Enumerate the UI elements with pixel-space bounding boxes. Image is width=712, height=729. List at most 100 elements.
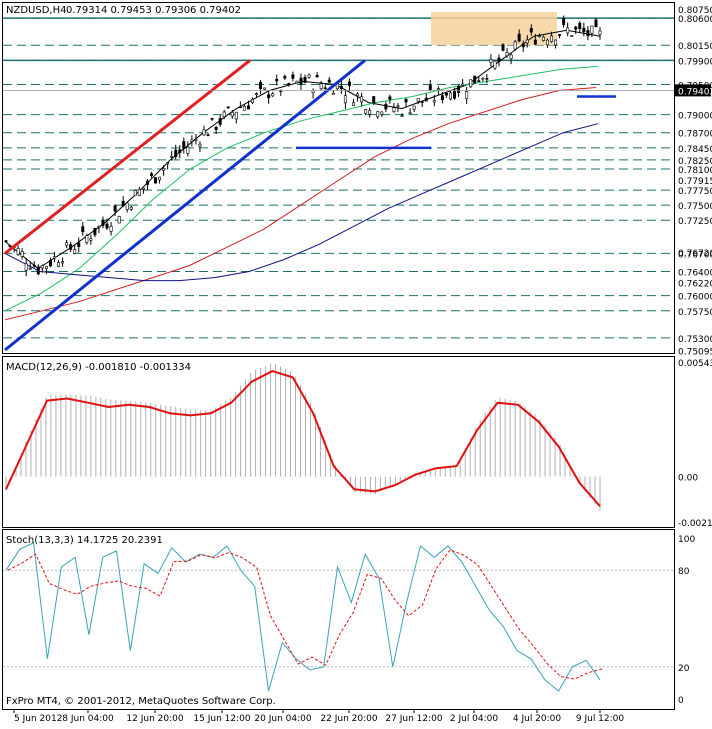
- stoch-tick-label: 80: [678, 567, 690, 577]
- candle-body: [69, 244, 73, 250]
- macd-tick-label: -0.00215: [678, 519, 712, 529]
- candle-body: [533, 39, 537, 45]
- candle-body: [36, 266, 40, 275]
- candle-body: [436, 88, 440, 91]
- candle-body: [121, 200, 125, 207]
- candle-body: [315, 75, 319, 78]
- candle-body: [113, 205, 117, 212]
- candle-body: [574, 26, 578, 30]
- candle-body: [582, 27, 586, 33]
- candle-body: [105, 223, 109, 229]
- candle-body: [222, 111, 226, 117]
- candle-body: [360, 96, 364, 103]
- candle-body: [347, 81, 351, 86]
- candle-body: [586, 30, 590, 37]
- candle-body: [141, 187, 145, 190]
- candle-body: [420, 101, 424, 103]
- candle-body: [283, 76, 287, 79]
- candle-body: [109, 226, 113, 232]
- candle-body: [505, 52, 509, 57]
- x-axis-label: 12 Jun 20:00: [126, 714, 183, 724]
- candle-body: [154, 177, 158, 184]
- moving-average-2: [4, 87, 597, 321]
- price-tick-label: 0.78100: [678, 166, 712, 176]
- candle-body: [396, 105, 400, 108]
- x-axis-label: 8 Jun 04:00: [62, 714, 114, 724]
- candle-body: [125, 202, 129, 210]
- candle-body: [267, 94, 271, 99]
- candle-body: [594, 19, 598, 28]
- candle-body: [89, 238, 93, 241]
- candle-body: [384, 104, 388, 110]
- candle-body: [166, 162, 170, 165]
- candle-body: [521, 43, 525, 48]
- price-tick-label: 0.77500: [678, 202, 712, 212]
- price-tick-label: 0.77250: [678, 217, 712, 227]
- candle-body: [65, 242, 69, 246]
- price-panel: [2, 2, 675, 354]
- price-tick-label: 0.76400: [678, 269, 712, 279]
- macd-tick-label: 0.00: [678, 474, 698, 484]
- stoch-panel-title: Stoch(13,3,3) 14.1725 20.2391: [6, 535, 163, 546]
- candle-body: [182, 141, 186, 149]
- candle-body: [28, 267, 32, 270]
- candle-body: [158, 176, 162, 181]
- price-tick-label: 0.75300: [678, 335, 712, 345]
- candle-body: [214, 127, 218, 130]
- price-tick-label: 0.76720: [678, 249, 712, 259]
- macd-tick-label: 0.00543: [678, 359, 712, 369]
- candle-body: [234, 111, 238, 120]
- candle-body: [529, 28, 533, 33]
- price-tick-label: 0.75750: [678, 308, 712, 318]
- macd-panel: [2, 356, 675, 528]
- candle-body: [356, 93, 360, 97]
- candle-body: [537, 35, 541, 38]
- price-tick-label: 0.78250: [678, 157, 712, 167]
- candle-body: [541, 36, 545, 41]
- candle-body: [485, 77, 489, 80]
- price-tick-label: 0.76700: [678, 250, 712, 260]
- candle-body: [259, 81, 263, 89]
- candle-body: [242, 105, 246, 111]
- candle-body: [412, 105, 416, 110]
- candle-body: [190, 139, 194, 142]
- price-tick-label: 0.80750: [678, 6, 712, 16]
- candle-body: [368, 110, 372, 115]
- candle-body: [400, 115, 404, 118]
- candle-body: [210, 118, 214, 120]
- candle-body: [8, 245, 12, 247]
- candle-body: [20, 251, 24, 257]
- candle-body: [275, 79, 279, 82]
- candle-body: [61, 261, 65, 264]
- candle-body: [255, 93, 259, 95]
- candle-body: [448, 92, 452, 100]
- candle-body: [469, 79, 473, 88]
- stoch-tick-label: 20: [678, 664, 690, 674]
- price-tick-label: 0.79900: [678, 57, 712, 67]
- candle-body: [73, 249, 77, 254]
- price-tick-label: 0.76220: [678, 279, 712, 289]
- candle-body: [137, 189, 141, 196]
- candle-body: [566, 27, 570, 34]
- candle-body: [408, 112, 412, 115]
- candle-body: [444, 92, 448, 96]
- candle-body: [194, 139, 198, 141]
- macd-panel-title: MACD(12,26,9) -0.001810 -0.001334: [6, 362, 191, 373]
- price-tick-label: 0.79000: [678, 112, 712, 122]
- candle-body: [416, 98, 420, 102]
- candle-body: [473, 75, 477, 84]
- candle-body: [311, 90, 315, 93]
- candle-body: [331, 92, 335, 95]
- candle-body: [198, 143, 202, 147]
- candle-body: [178, 149, 182, 154]
- candle-body: [93, 227, 97, 236]
- candle-body: [117, 216, 121, 224]
- candle-body: [513, 41, 517, 50]
- candle-body: [481, 77, 485, 80]
- price-panel-title: NZDUSD,H4: [6, 5, 66, 16]
- price-tick-label: 0.77915: [678, 177, 712, 187]
- candle-body: [477, 80, 481, 82]
- macd-signal-line: [5, 370, 601, 507]
- candle-body: [489, 59, 493, 63]
- candle-body: [461, 83, 465, 86]
